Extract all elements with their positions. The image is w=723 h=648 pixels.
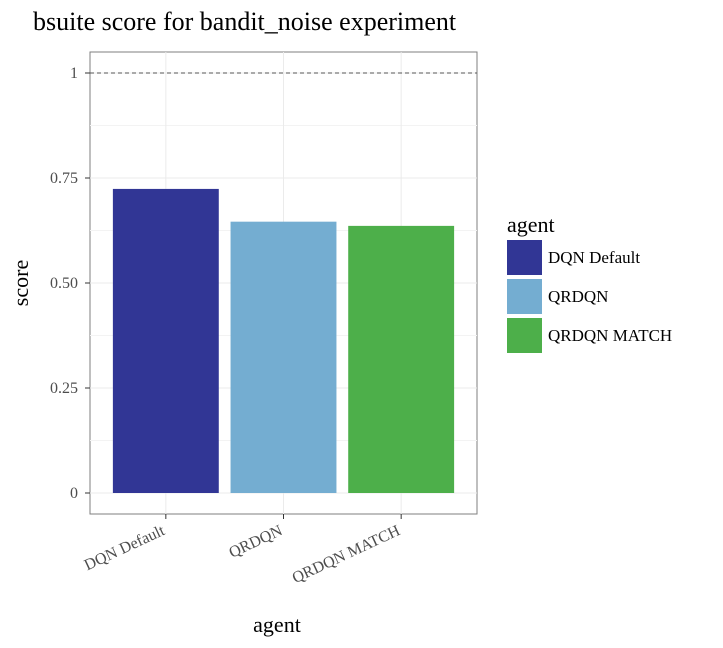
legend-swatch (507, 318, 542, 353)
y-tick-label: 0.75 (50, 170, 78, 187)
x-tick-label: DQN Default (82, 522, 168, 574)
plot-panel (89, 51, 478, 515)
legend: agent DQN Default QRDQN QRDQN MATCH (507, 212, 672, 353)
bar (230, 221, 337, 493)
y-axis-label: score (8, 260, 33, 306)
bar (112, 188, 219, 494)
y-tick-label: 0 (70, 485, 78, 502)
legend-label: QRDQN MATCH (548, 326, 672, 345)
x-tick-label: QRDQN MATCH (290, 522, 404, 587)
legend-swatch (507, 240, 542, 275)
y-tick-label: 1 (70, 65, 78, 82)
x-axis-label: agent (253, 612, 301, 637)
bars (112, 188, 455, 494)
x-tick-label: QRDQN (226, 522, 285, 562)
y-axis-ticks: 0 0.25 0.50 0.75 1 (50, 65, 90, 502)
legend-swatch (507, 279, 542, 314)
y-tick-label: 0.50 (50, 275, 78, 292)
legend-title: agent (507, 212, 555, 237)
legend-label: QRDQN (548, 287, 608, 306)
legend-items: DQN Default QRDQN QRDQN MATCH (507, 240, 672, 353)
x-axis-ticks: DQN Default QRDQN QRDQN MATCH (82, 514, 403, 587)
bar (348, 225, 455, 493)
y-tick-label: 0.25 (50, 380, 78, 397)
chart-title: bsuite score for bandit_noise experiment (33, 7, 457, 36)
legend-label: DQN Default (548, 248, 640, 267)
